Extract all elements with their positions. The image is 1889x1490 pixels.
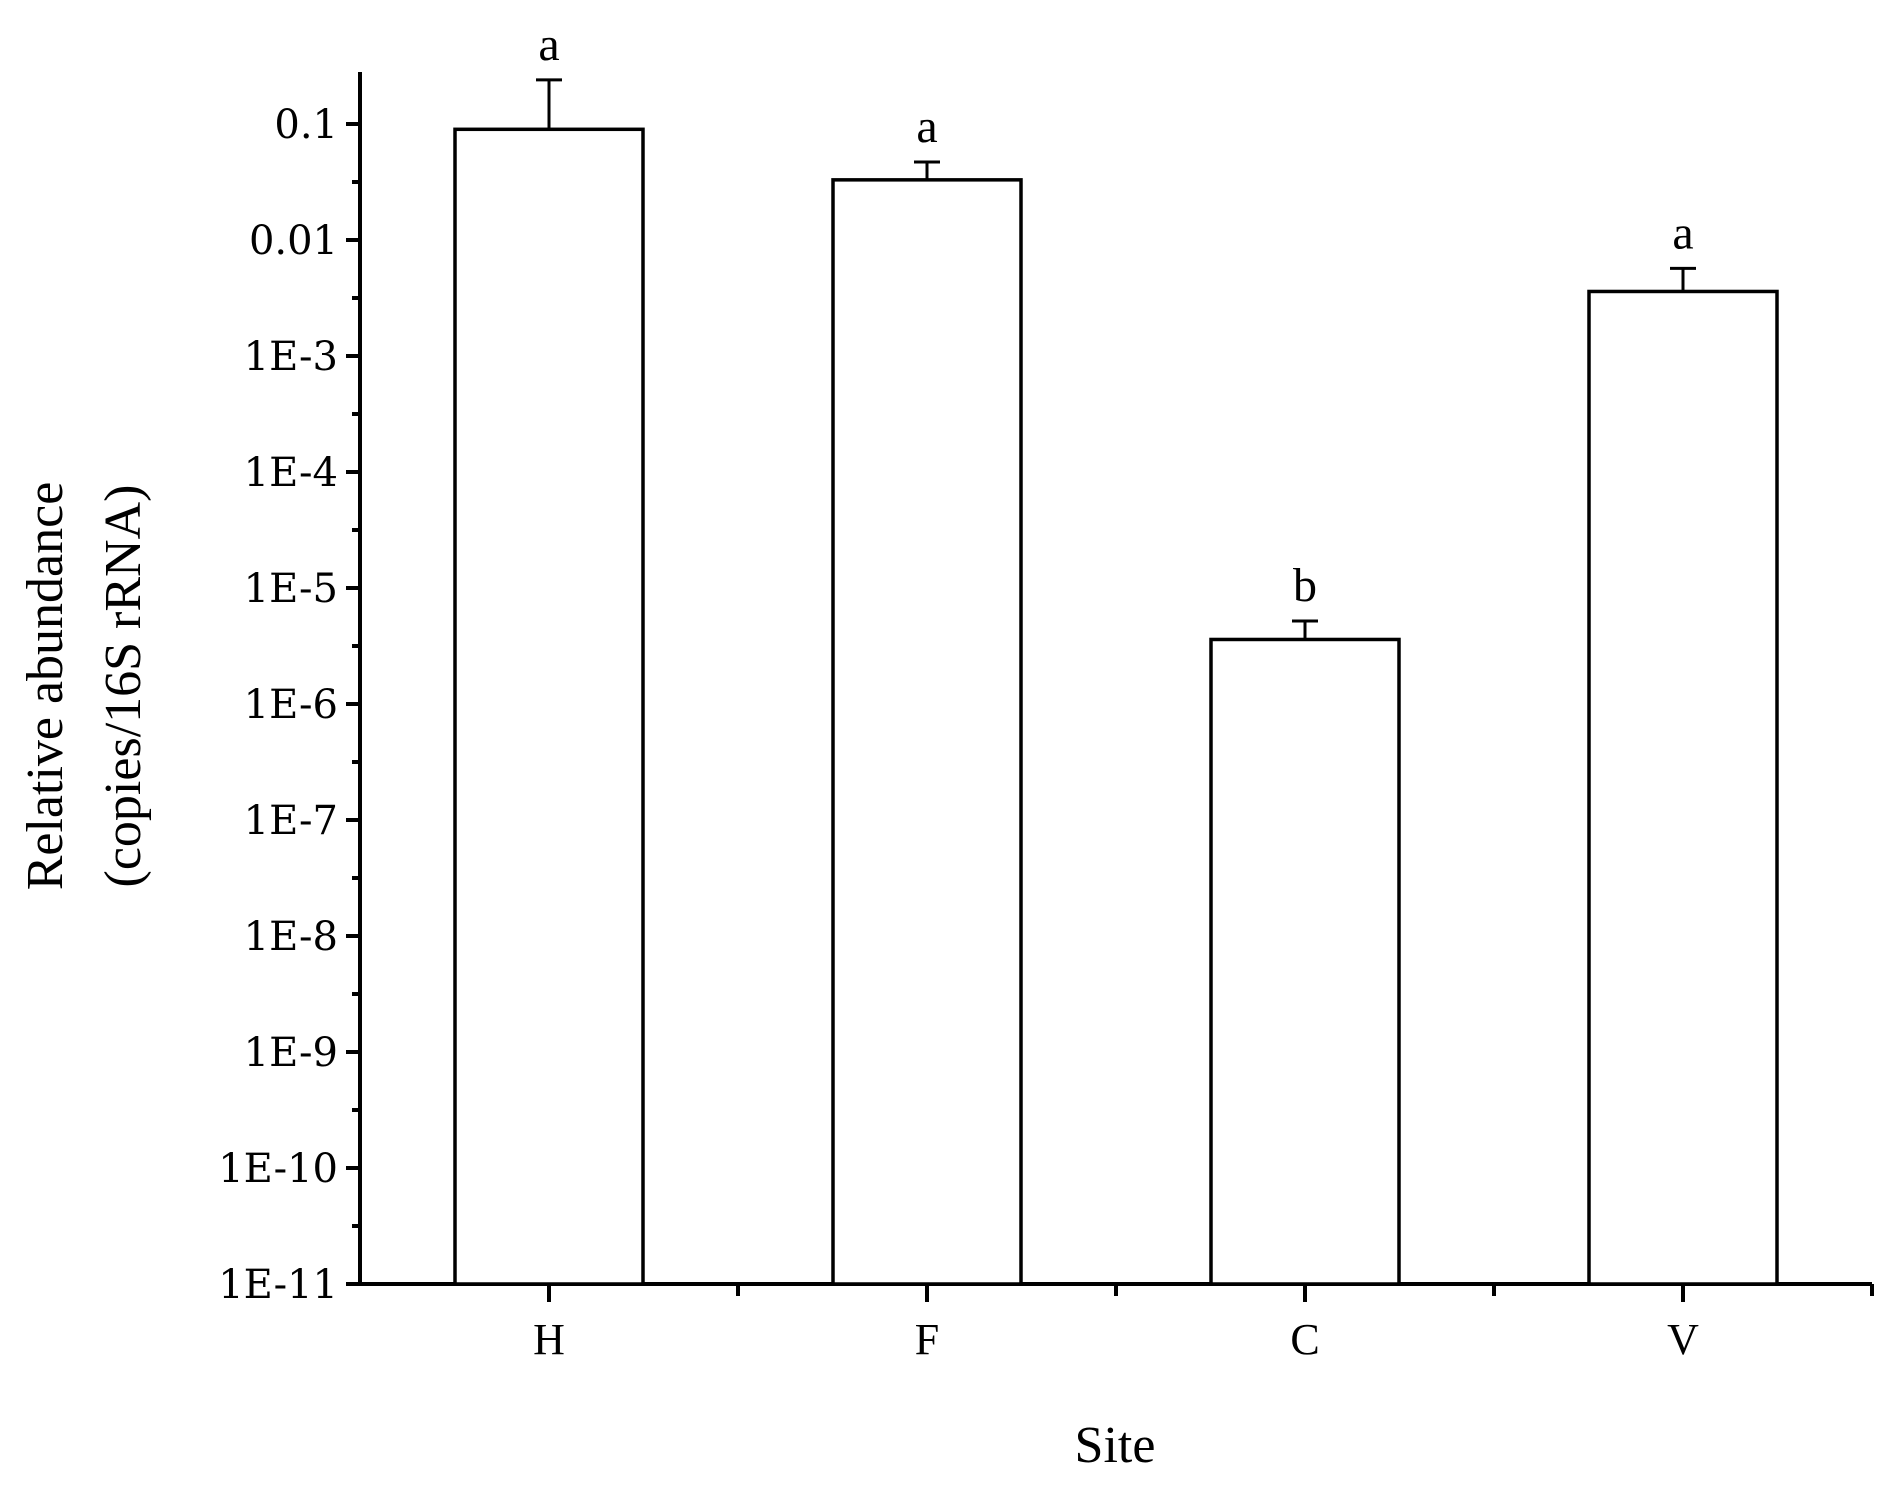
y-tick-label: 1E-5 xyxy=(244,566,338,612)
x-tick-label: V xyxy=(1667,1315,1699,1364)
x-tick-label: C xyxy=(1290,1315,1319,1364)
bars xyxy=(453,127,1779,1286)
y-axis-title-line2: (copies/16S rRNA) xyxy=(95,485,152,888)
y-tick-label: 1E-8 xyxy=(244,914,338,960)
significance-letter: b xyxy=(1293,559,1317,612)
bar xyxy=(1209,637,1401,1286)
y-tick-label: 0.01 xyxy=(249,218,338,264)
y-tick-label: 1E-7 xyxy=(244,798,338,844)
bar xyxy=(453,127,645,1286)
y-tick-label: 0.1 xyxy=(274,102,338,148)
x-tick-label: H xyxy=(533,1315,565,1364)
significance-letter: a xyxy=(538,18,559,71)
y-axis: 0.1 0.01 1E-3 1E-4 1E-5 1E-6 1E-7 1E-8 1E-9 1E-10… xyxy=(218,72,362,1308)
y-tick-label: 1E-6 xyxy=(244,682,338,728)
y-tick-label: 1E-10 xyxy=(218,1146,338,1192)
significance-letters: a a b a xyxy=(538,18,1693,612)
bar xyxy=(831,178,1023,1286)
error-bars xyxy=(536,78,1696,640)
bar xyxy=(1587,289,1779,1286)
y-tick-label: 1E-4 xyxy=(244,450,338,496)
y-tick-label: 1E-9 xyxy=(244,1030,338,1076)
significance-letter: a xyxy=(1672,206,1693,259)
y-axis-title-line1: Relative abundance xyxy=(17,482,74,891)
significance-letter: a xyxy=(916,100,937,153)
y-tick-label: 1E-11 xyxy=(218,1262,338,1308)
x-axis-title: Site xyxy=(1075,1417,1156,1474)
x-tick-label: F xyxy=(915,1315,939,1364)
y-tick-label: 1E-3 xyxy=(244,334,338,380)
